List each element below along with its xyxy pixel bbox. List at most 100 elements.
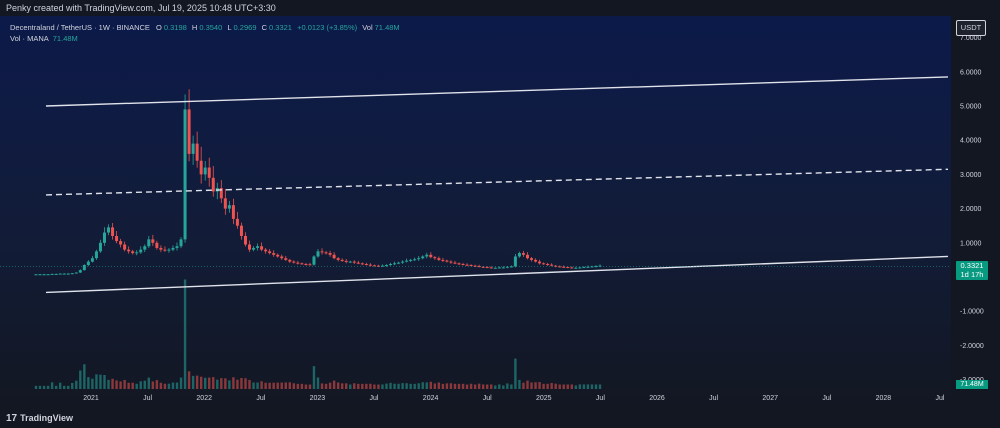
channel-middle-line bbox=[45, 168, 949, 196]
plot-background bbox=[0, 16, 951, 409]
volume-bar bbox=[179, 377, 183, 389]
candle-body bbox=[58, 273, 62, 275]
candle-body bbox=[586, 266, 590, 268]
candle-body bbox=[409, 259, 413, 261]
volume-bar bbox=[514, 358, 517, 389]
candle-body bbox=[485, 267, 489, 269]
volume-bar bbox=[320, 383, 324, 389]
volume-bar bbox=[457, 383, 461, 389]
volume-bar bbox=[163, 383, 167, 389]
candle-body bbox=[119, 241, 123, 245]
time-tick-label: 2026 bbox=[649, 395, 665, 402]
volume-bar bbox=[240, 378, 243, 389]
volume-bar bbox=[127, 382, 130, 389]
price-tick-label: -1.0000 bbox=[960, 309, 984, 316]
volume-bars bbox=[34, 279, 602, 389]
candle-body bbox=[312, 256, 316, 265]
volume-bar bbox=[393, 383, 396, 389]
volume-bar bbox=[550, 383, 553, 389]
candle-body bbox=[243, 235, 247, 245]
candle-body bbox=[513, 256, 517, 267]
candle-body bbox=[421, 256, 425, 259]
channel-upper-line bbox=[45, 76, 949, 107]
volume-bar bbox=[220, 378, 223, 389]
candle-body bbox=[199, 160, 203, 175]
price-tick-label: -2.0000 bbox=[960, 343, 984, 350]
candle-body bbox=[155, 242, 159, 248]
bar-countdown: 1d 17h bbox=[960, 270, 984, 279]
high-value: 0.3540 bbox=[199, 23, 223, 32]
volume-bar bbox=[340, 383, 344, 389]
candle-body bbox=[167, 249, 171, 251]
volume-bar bbox=[385, 383, 388, 389]
candle-body bbox=[505, 266, 509, 268]
candle-body bbox=[143, 246, 147, 250]
candle-body bbox=[521, 253, 525, 255]
candle-body bbox=[163, 249, 167, 251]
candle-body bbox=[151, 239, 155, 243]
time-tick-label: Jul bbox=[483, 395, 492, 402]
candle-body bbox=[582, 267, 586, 269]
volume-bar bbox=[115, 380, 118, 389]
candle-body bbox=[235, 218, 239, 226]
volume-bar bbox=[183, 279, 187, 389]
candle-body bbox=[320, 251, 324, 253]
candle-body bbox=[191, 143, 195, 154]
volume-bar bbox=[324, 383, 328, 389]
volume-bar bbox=[91, 378, 94, 389]
channel-lines[interactable] bbox=[45, 76, 949, 294]
chart-legend: Decentraland / TetherUS · 1W · BINANCE O… bbox=[10, 22, 400, 44]
time-tick-label: Jul bbox=[709, 395, 718, 402]
candle-body bbox=[42, 274, 46, 276]
tradingview-logo-text: TradingView bbox=[20, 413, 73, 423]
candle-body bbox=[497, 267, 501, 269]
candle-body bbox=[256, 246, 260, 248]
price-tick-label: 6.0000 bbox=[960, 69, 982, 76]
volume-bar bbox=[312, 366, 316, 389]
volume-bar bbox=[365, 383, 368, 389]
volume-bar bbox=[260, 381, 263, 389]
volume-bar bbox=[353, 383, 356, 389]
volume-bar bbox=[453, 383, 457, 389]
candle-body bbox=[461, 264, 465, 266]
volume-bar bbox=[143, 380, 146, 389]
volume-indicator-value: 71.48M bbox=[52, 34, 78, 43]
volume-bar bbox=[50, 382, 54, 389]
volume-bar bbox=[506, 383, 509, 389]
volume-bar bbox=[268, 382, 271, 389]
symbol-label[interactable]: Decentraland / TetherUS · 1W · BINANCE bbox=[10, 23, 150, 32]
volume-bar bbox=[437, 382, 441, 389]
candle-body bbox=[558, 266, 562, 268]
candle-body bbox=[590, 266, 594, 268]
volume-bar bbox=[187, 371, 191, 389]
volume-bar bbox=[139, 381, 142, 389]
candle-body bbox=[187, 109, 191, 154]
time-tick-label: 2025 bbox=[536, 395, 552, 402]
volume-bar bbox=[578, 384, 582, 389]
tradingview-logo[interactable]: 17 TradingView bbox=[6, 413, 73, 424]
candle-body bbox=[260, 246, 264, 250]
volume-bar bbox=[296, 383, 300, 389]
volume-bar bbox=[586, 384, 590, 389]
candle-body bbox=[98, 242, 102, 252]
candle-body bbox=[449, 261, 453, 263]
volume-bar bbox=[175, 382, 179, 389]
change-value: +0.0123 (+3.85%) bbox=[297, 23, 358, 32]
candle-body bbox=[175, 246, 179, 248]
volume-bar bbox=[316, 377, 320, 389]
currency-button[interactable]: USDT bbox=[956, 20, 986, 36]
candle-body bbox=[280, 256, 284, 259]
volume-bar bbox=[111, 378, 114, 389]
candle-body bbox=[292, 261, 296, 263]
volume-bar bbox=[413, 383, 416, 389]
volume-indicator-label[interactable]: Vol · MANA bbox=[10, 34, 49, 43]
volume-bar bbox=[147, 377, 150, 389]
candle-body bbox=[324, 252, 328, 254]
price-tick-label: 3.0000 bbox=[960, 172, 982, 179]
volume-bar bbox=[159, 382, 163, 389]
volume-bar bbox=[212, 377, 215, 389]
volume-bar bbox=[522, 382, 525, 389]
volume-bar bbox=[67, 385, 70, 389]
candle-body bbox=[380, 265, 384, 267]
